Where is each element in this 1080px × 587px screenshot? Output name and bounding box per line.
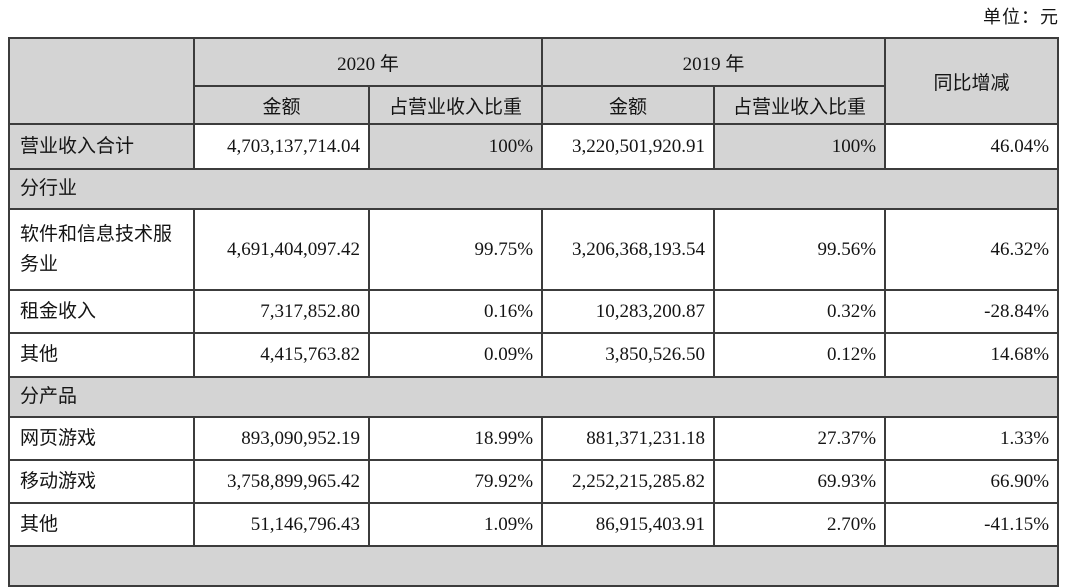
amount-2019-header: 金额 [541,85,716,125]
proportion-2020-cell: 100% [367,123,544,170]
amount-2020-cell: 7,317,852.80 [193,289,370,334]
yoy-cell: -28.84% [884,289,1060,334]
proportion-2019-cell: 2.70% [713,502,887,547]
amount-2020-cell: 51,146,796.43 [193,502,370,547]
section-row: 分产品 [7,376,1060,418]
section-row [7,545,1060,587]
table-row: 网页游戏 893,090,952.19 18.99% 881,371,231.18 27… [8,416,1060,461]
proportion-2019-cell: 100% [713,123,887,170]
table-row: 营业收入合计 4,703,137,714.04 100% 3,220,501,920.… [8,123,1060,170]
row-label-cell: 营业收入合计 [8,123,195,170]
row-label-cell: 软件和信息技术服务业 [8,208,195,291]
proportion-2020-cell: 18.99% [367,416,544,461]
table-row: 其他 4,415,763.82 0.09% 3,850,526.50 0.12% 14.6… [8,332,1060,378]
amount-2020-cell: 4,415,763.82 [193,332,370,378]
header-row-years: 2020 年 2019 年 同比增减 [8,37,1060,125]
proportion-2019-cell: 0.12% [713,332,887,378]
amount-2019-cell: 881,371,231.18 [541,416,716,461]
amount-2020-cell: 4,691,404,097.42 [193,208,370,291]
amount-2020-cell: 4,703,137,714.04 [193,123,370,170]
amount-2019-cell: 86,915,403.91 [541,502,716,547]
year-2020-header: 2020 年 [192,37,544,87]
proportion-2020-cell: 79.92% [367,459,544,504]
table-row: 其他 51,146,796.43 1.09% 86,915,403.91 2.70% -4… [8,502,1060,547]
unit-label: 单位：元 [983,7,1059,27]
section-row: 分行业 [7,168,1060,210]
year-2019-header: 2019 年 [541,37,887,87]
yoy-cell: -41.15% [884,502,1060,547]
table-row: 移动游戏 3,758,899,965.42 79.92% 2,252,215,285.… [8,459,1060,504]
proportion-2019-cell: 27.37% [713,416,887,461]
proportion-2020-cell: 0.16% [367,289,544,334]
table-body: 营业收入合计 4,703,137,714.04 100% 3,220,501,920.… [7,123,1060,587]
yoy-cell: 46.32% [884,208,1060,291]
row-label-cell: 网页游戏 [8,416,195,461]
amount-2019-cell: 2,252,215,285.82 [541,459,716,504]
row-label-cell: 移动游戏 [8,459,195,504]
section-label-cell [7,545,1060,587]
report-page: 单位：元 2020 年 2019 年 同比增减 金额 占营业收入比重 金额 占营… [7,7,1060,587]
proportion-2019-cell: 0.32% [713,289,887,334]
yoy-cell: 14.68% [884,332,1060,378]
proportion-2019-cell: 99.56% [713,208,887,291]
amount-2019-cell: 3,220,501,920.91 [541,123,716,170]
yoy-cell: 1.33% [884,416,1060,461]
yoy-cell: 66.90% [884,459,1060,504]
row-label-cell: 其他 [8,332,195,378]
amount-2020-cell: 3,758,899,965.42 [193,459,370,504]
table-row: 租金收入 7,317,852.80 0.16% 10,283,200.87 0.32% -… [8,289,1060,334]
section-label-cell: 分产品 [7,376,1060,418]
row-label-cell: 租金收入 [8,289,195,334]
amount-2020-cell: 893,090,952.19 [193,416,370,461]
corner-cell [8,37,195,125]
yoy-header: 同比增减 [884,37,1060,125]
amount-2019-cell: 10,283,200.87 [541,289,716,334]
table-header: 2020 年 2019 年 同比增减 金额 占营业收入比重 金额 占营业收入比重 [8,37,1060,125]
proportion-2020-header: 占营业收入比重 [367,85,544,125]
amount-2020-header: 金额 [193,85,370,125]
proportion-2019-cell: 69.93% [713,459,887,504]
proportion-2019-header: 占营业收入比重 [713,85,887,125]
revenue-table: 2020 年 2019 年 同比增减 金额 占营业收入比重 金额 占营业收入比重… [7,37,1060,587]
section-label-cell: 分行业 [7,168,1060,210]
row-label-cell: 其他 [8,502,195,547]
proportion-2020-cell: 1.09% [367,502,544,547]
yoy-cell: 46.04% [884,123,1060,170]
proportion-2020-cell: 99.75% [367,208,544,291]
amount-2019-cell: 3,850,526.50 [541,332,716,378]
proportion-2020-cell: 0.09% [367,332,544,378]
amount-2019-cell: 3,206,368,193.54 [541,208,716,291]
header-row-subcolumns: 金额 占营业收入比重 金额 占营业收入比重 [9,85,1058,125]
table-row: 软件和信息技术服务业 4,691,404,097.42 99.75% 3,206,36… [8,208,1060,291]
